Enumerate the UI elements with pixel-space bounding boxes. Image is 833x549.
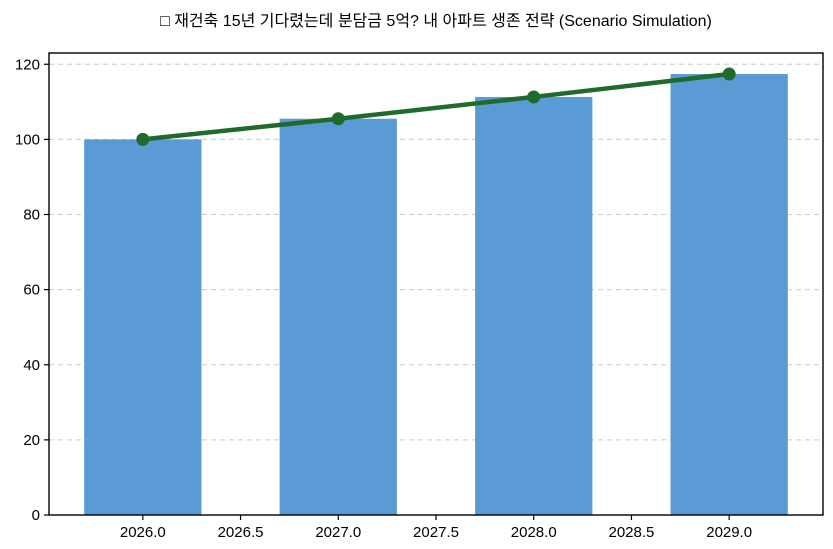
y-tick-label: 60 (23, 282, 40, 299)
chart-title: □ 재건축 15년 기다렸는데 분담금 5억? 내 아파트 생존 전략 (Sce… (160, 13, 712, 30)
y-tick-label: 120 (15, 56, 40, 73)
x-tick-label: 2027.0 (315, 524, 361, 541)
x-tick-label: 2028.0 (511, 524, 557, 541)
data-point-marker (136, 132, 150, 146)
x-tick-label: 2028.5 (609, 524, 655, 541)
y-tick-label: 100 (15, 131, 40, 148)
y-axis: 0 20 40 60 80 100 120 (15, 56, 49, 524)
data-point-marker (527, 90, 541, 104)
y-tick-label: 20 (23, 432, 40, 449)
bar (279, 118, 397, 516)
x-tick-label: 2027.5 (413, 524, 459, 541)
bar-series (84, 74, 788, 516)
x-tick-label: 2026.5 (218, 524, 264, 541)
data-point-marker (722, 67, 736, 81)
line-series (136, 67, 736, 146)
data-point-marker (331, 112, 345, 126)
y-tick-label: 0 (32, 507, 40, 524)
bar (670, 74, 788, 515)
y-tick-label: 40 (23, 357, 40, 374)
bar (475, 96, 593, 515)
trend-line (142, 71, 730, 142)
x-axis: 2026.0 2026.5 2027.0 2027.5 2028.0 2028.5 2029… (120, 515, 752, 541)
bar (84, 139, 202, 515)
x-tick-label: 2029.0 (706, 524, 752, 541)
x-tick-label: 2026.0 (120, 524, 166, 541)
y-tick-label: 80 (23, 207, 40, 224)
